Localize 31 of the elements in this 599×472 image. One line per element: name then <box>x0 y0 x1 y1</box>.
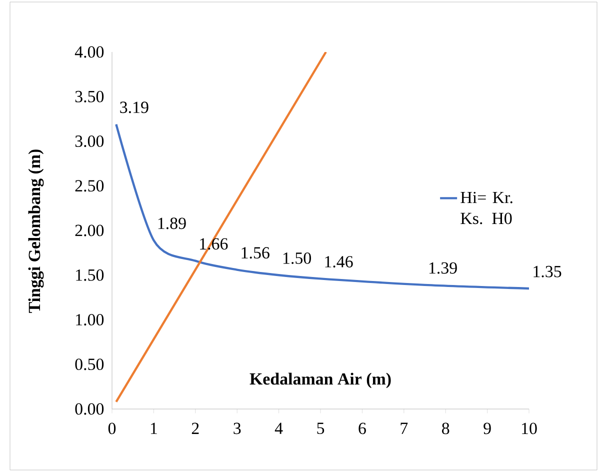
data-label: 1.89 <box>158 218 186 230</box>
y-tick-label: 0.50 <box>75 358 104 370</box>
x-tick-label: 2 <box>192 422 199 434</box>
data-label: 1.46 <box>325 256 353 268</box>
y-tick-label: 4.00 <box>74 46 104 58</box>
x-tick-label: 7 <box>400 422 408 434</box>
y-tick-label: 3.50 <box>75 90 104 102</box>
y-tick-label: 1.50 <box>76 269 104 281</box>
x-tick-label: 9 <box>484 422 491 434</box>
data-label: 3.19 <box>120 102 148 114</box>
x-tick-label: 8 <box>442 422 450 434</box>
data-label: 1.39 <box>429 262 457 274</box>
x-axis-title: Kedalaman Air (m) <box>250 372 391 388</box>
data-label: 1.35 <box>534 266 562 278</box>
data-label: 1.56 <box>242 247 270 259</box>
y-tick-label: 1.00 <box>76 314 104 326</box>
line-series <box>115 123 530 290</box>
y-axis-title: Tinggi Gelombang (m) <box>28 150 44 313</box>
x-tick-label: 4 <box>274 422 283 434</box>
y-tick-label: 2.50 <box>75 180 104 192</box>
x-tick-label: 3 <box>234 422 241 434</box>
legend-label: Hi= Kr. Ks. H0 <box>460 192 512 224</box>
x-tick-label: 5 <box>317 422 324 434</box>
data-label: 1.50 <box>283 252 311 264</box>
y-tick-label: 2.00 <box>75 224 104 236</box>
x-tick-label: 6 <box>358 422 366 434</box>
y-tick-label: 0.00 <box>75 403 104 415</box>
x-tick-label: 10 <box>522 422 537 434</box>
x-tick-label: 0 <box>108 422 116 434</box>
x-tick-label: 1 <box>150 422 157 434</box>
y-tick-label: 3.00 <box>75 135 104 147</box>
